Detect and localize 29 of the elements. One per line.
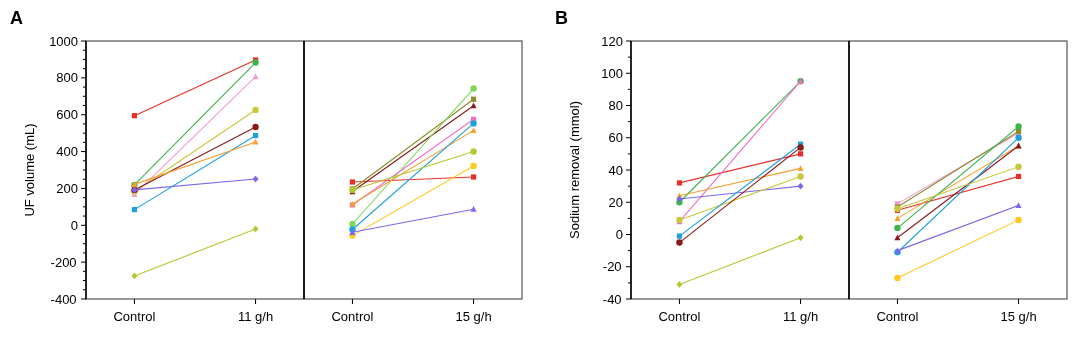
y-tick-label: 1000 <box>49 33 79 49</box>
x-tick-label: Control <box>658 309 701 324</box>
y-tick-label: 40 <box>608 162 624 178</box>
x-tick-label: 15 g/h <box>1000 309 1037 324</box>
y-tick-label: 400 <box>56 144 79 160</box>
x-tick-label: 15 g/h <box>455 309 492 324</box>
y-tick-label: -200 <box>50 254 77 270</box>
y-tick-label: 0 <box>615 227 624 243</box>
x-tick-label: 11 g/h <box>782 309 819 324</box>
y-tick-label: -400 <box>50 291 77 307</box>
y-tick-label: 0 <box>70 217 79 233</box>
chart-title: B <box>555 8 568 28</box>
y-tick-label: -20 <box>602 259 622 275</box>
x-tick-label: Control <box>876 309 919 324</box>
y-tick-label: 800 <box>56 70 79 86</box>
y-tick-label: 60 <box>608 130 624 146</box>
chart-title: A <box>10 8 23 28</box>
y-axis-title: UF volume (mL) <box>22 123 37 217</box>
y-tick-label: 600 <box>56 107 79 123</box>
y-axis-title: Sodium removal (mmol) <box>567 101 582 239</box>
y-tick-label: 200 <box>56 180 79 196</box>
x-tick-label: Control <box>331 309 374 324</box>
y-tick-label: 100 <box>601 65 624 81</box>
y-tick-label: 80 <box>608 98 624 114</box>
y-tick-label: 120 <box>601 33 624 49</box>
y-tick-label: -40 <box>602 291 622 307</box>
x-tick-label: 11 g/h <box>237 309 274 324</box>
x-tick-label: Control <box>113 309 156 324</box>
y-tick-label: 20 <box>608 194 624 210</box>
